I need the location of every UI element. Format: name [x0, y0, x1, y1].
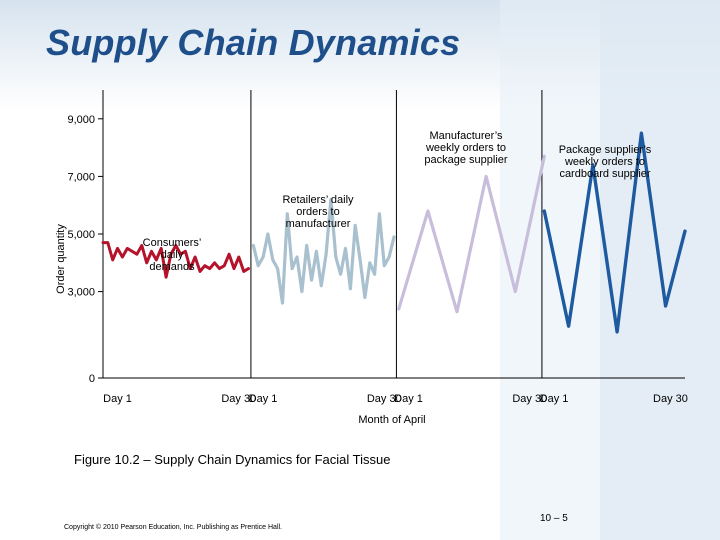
- y-tick-label: 5,000: [67, 229, 95, 241]
- x-tick-label: Day 30: [512, 393, 547, 405]
- x-tick-label: Day 1: [394, 393, 423, 405]
- series-line-1: [101, 241, 250, 279]
- series-annotation-3: Manufacturer’s weekly orders to package su…: [424, 130, 508, 166]
- y-tick-label: 7,000: [67, 171, 95, 183]
- x-tick-label: Day 30: [653, 393, 688, 405]
- series-line-2: [251, 197, 396, 305]
- series-line-4: [542, 131, 687, 334]
- figure-caption: Figure 10.2 – Supply Chain Dynamics for …: [74, 452, 391, 467]
- x-tick-label: Day 1: [540, 393, 569, 405]
- y-tick-label: 9,000: [67, 114, 95, 126]
- y-tick-label: 3,000: [67, 287, 95, 299]
- series-annotation-2: Retailers’ daily orders to manufacturer: [282, 194, 354, 230]
- x-tick-label: Day 30: [367, 393, 402, 405]
- slide-title: Supply Chain Dynamics: [46, 22, 461, 63]
- x-tick-label: Day 1: [103, 393, 132, 405]
- x-tick-label: Day 30: [221, 393, 256, 405]
- page-number: 10 – 5: [540, 513, 568, 524]
- y-tick-label: 0: [89, 373, 95, 385]
- x-tick-label: Day 1: [249, 393, 278, 405]
- y-axis-title: Order quantity: [55, 224, 67, 294]
- series-line-3: [397, 154, 546, 314]
- series-annotation-1: Consumers’ daily demands: [143, 237, 202, 273]
- series-annotation-4: Package supplier’s weekly orders to cardbo…: [559, 144, 652, 180]
- copyright-notice: Copyright © 2010 Pearson Education, Inc.…: [64, 524, 283, 531]
- x-axis-title: Month of April: [358, 414, 425, 426]
